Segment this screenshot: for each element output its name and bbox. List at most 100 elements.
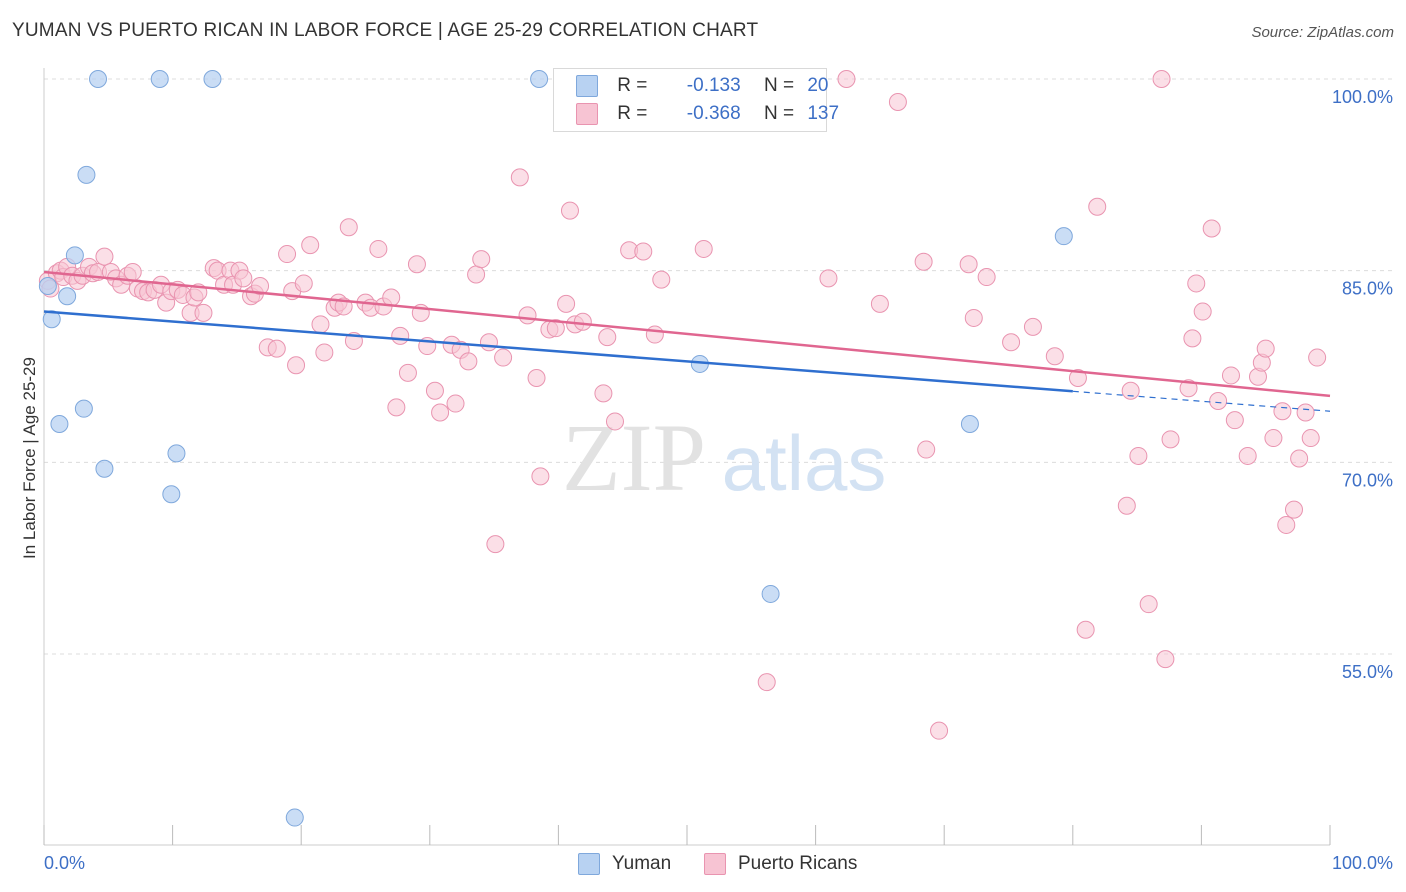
puerto-ricans-point: [446, 394, 465, 413]
puerto-ricans-point: [652, 270, 671, 289]
puerto-ricans-point: [1179, 379, 1198, 398]
puerto-ricans-point: [267, 339, 286, 358]
puerto-ricans-point: [1152, 70, 1171, 88]
puerto-ricans-point: [479, 333, 498, 352]
watermark-zip: ZIP: [562, 404, 706, 511]
yuman-point: [95, 459, 114, 478]
puerto-ricans-point: [964, 308, 983, 327]
y-tick-label-70: 70.0%: [1342, 470, 1393, 490]
puerto-ricans-point: [1221, 366, 1240, 385]
puerto-ricans-point: [1121, 381, 1140, 400]
puerto-ricans-point: [1045, 347, 1064, 366]
puerto-ricans-point: [382, 288, 401, 307]
puerto-ricans-point: [431, 403, 450, 422]
puerto-ricans-point: [914, 252, 933, 271]
yuman-r-value: -0.133: [686, 75, 741, 96]
puerto-ricans-point: [1238, 446, 1257, 465]
puerto-ricans-point: [977, 268, 996, 287]
puerto-ricans-point: [1117, 496, 1136, 515]
puerto-ricans-point: [1264, 429, 1283, 448]
puerto-ricans-point: [278, 245, 297, 264]
y-axis-label: In Labor Force | Age 25-29: [20, 357, 39, 559]
puerto-ricans-point: [605, 412, 624, 431]
legend-n-label: N =: [763, 75, 795, 96]
puerto-ricans-point: [472, 250, 491, 269]
yuman-trend-line: [43, 310, 1073, 393]
puerto-ricans-swatch: [576, 102, 598, 125]
yuman-point: [761, 584, 780, 603]
watermark-atlas: atlas: [722, 419, 887, 507]
puerto-ricans-point: [1290, 449, 1309, 468]
puerto-ricans-point: [959, 255, 978, 274]
puerto-ricans-point: [1088, 197, 1107, 216]
puerto-ricans-point: [234, 269, 253, 288]
y-tick-label-100: 100.0%: [1332, 87, 1393, 107]
yuman-point: [58, 287, 77, 306]
puerto-ricans-point: [1183, 329, 1202, 348]
yuman-point: [89, 70, 108, 88]
x-tick-label-max: 100.0%: [1332, 853, 1393, 873]
yuman-swatch: [576, 74, 598, 97]
yuman-trend-line-extension: [1072, 390, 1331, 412]
legend-n-label: N =: [763, 103, 795, 124]
puerto-ricans-point: [1273, 402, 1292, 421]
puerto-ricans-point: [369, 239, 388, 258]
axes: [43, 68, 1331, 846]
legend-row-yuman: R = -0.133 N = 20: [576, 73, 828, 99]
yuman-point: [285, 808, 304, 827]
puerto-ricans-point: [1068, 369, 1087, 387]
puerto-ricans-point: [425, 381, 444, 400]
yuman-point: [1054, 227, 1073, 246]
puerto-ricans-point: [294, 274, 313, 293]
puerto-ricans-point: [594, 384, 613, 403]
yuman-point: [150, 70, 169, 88]
yuman-point: [74, 399, 93, 418]
puerto-ricans-point: [311, 315, 330, 334]
puerto-ricans-point: [930, 721, 949, 740]
puerto-ricans-legend-label: Puerto Ricans: [738, 853, 858, 874]
yuman-point: [77, 165, 96, 184]
chart-title: YUMAN VS PUERTO RICAN IN LABOR FORCE | A…: [12, 20, 759, 41]
puerto-ricans-point: [459, 352, 478, 371]
puerto-ricans-point: [407, 255, 426, 274]
puerto-ricans-point: [251, 277, 270, 295]
puerto-ricans-point: [546, 319, 565, 338]
puerto-ricans-point: [870, 294, 889, 313]
bottom-legend-yuman: Yuman: [578, 851, 671, 877]
puerto-ricans-point: [888, 93, 907, 111]
puerto-ricans-point: [1209, 392, 1228, 410]
yuman-point: [167, 444, 186, 463]
puerto-ricans-point: [510, 168, 529, 187]
yuman-point: [38, 277, 57, 295]
legend-r-label: R =: [617, 75, 648, 96]
yuman-legend-swatch: [578, 852, 600, 875]
puerto-ricans-point: [494, 348, 513, 367]
puerto-ricans-point: [757, 673, 776, 692]
yuman-point: [203, 70, 222, 88]
watermark: ZIP atlas: [562, 404, 886, 511]
y-tick-label-55: 55.0%: [1342, 662, 1393, 682]
puerto-ricans-point: [1129, 446, 1148, 465]
puerto-ricans-point: [1256, 339, 1275, 358]
puerto-ricans-point: [1139, 595, 1158, 614]
puerto-ricans-point: [194, 303, 213, 322]
puerto-ricans-point: [1296, 403, 1315, 422]
puerto-ricans-point: [1002, 333, 1021, 352]
puerto-ricans-point: [527, 369, 546, 387]
puerto-ricans-point: [95, 247, 114, 266]
puerto-ricans-point: [391, 326, 410, 345]
puerto-ricans-point: [819, 269, 838, 288]
puerto-ricans-point: [398, 363, 417, 382]
yuman-point: [162, 485, 181, 504]
series-yuman: [38, 70, 1073, 827]
legend-row-puerto-ricans: R = -0.368 N = 137: [576, 101, 839, 127]
yuman-point: [530, 70, 549, 88]
puerto-ricans-point: [598, 328, 617, 347]
y-axis-tick-labels: 55.0% 70.0% 85.0% 100.0%: [1332, 87, 1393, 682]
x-tick-label-min: 0.0%: [44, 853, 85, 873]
puerto-ricans-point: [1284, 500, 1303, 519]
yuman-point: [50, 415, 69, 433]
puerto-ricans-point: [531, 467, 550, 486]
puerto-ricans-trend-line: [43, 270, 1331, 398]
